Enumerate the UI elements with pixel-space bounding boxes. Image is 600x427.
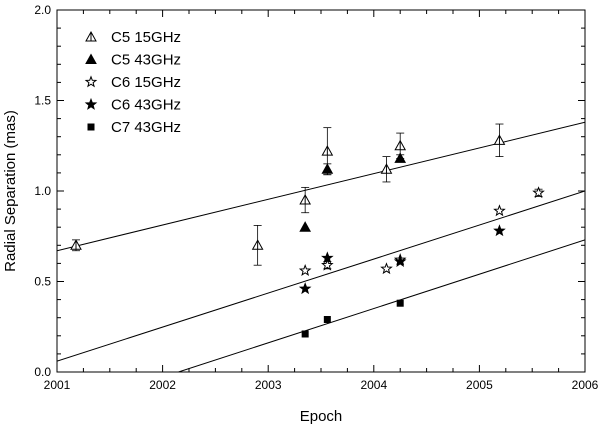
point-c5-15ghz [251,239,264,250]
point-c5-15ghz [299,194,312,205]
point-c5-43ghz [299,221,312,232]
legend-label: C7 43GHz [111,119,181,136]
point-c5-15ghz [380,163,393,174]
legend-item-c5-43ghz: C5 43GHz [85,52,181,69]
legend-item-c5-15ghz: C5 15GHz [85,29,181,46]
x-axis-ticks: 2001 2002 2003 2004 2005 2006 [44,10,599,392]
legend-label: C6 43GHz [111,97,181,114]
point-c7-43ghz [396,299,404,307]
legend-marker-c5-43ghz [85,53,97,64]
y-tick-label: 0.5 [34,275,51,289]
point-c5-15ghz [394,139,407,151]
point-c5-43ghz-shape [299,221,312,232]
x-tick-label: 2005 [466,378,493,392]
legend-label: C5 15GHz [111,29,181,46]
x-tick-label: 2001 [44,378,71,392]
point-c5-15ghz [493,134,506,145]
point-c5-43ghz-shape [321,163,334,174]
point-c5-43ghz-shape [394,152,407,163]
point-c6-15ghz [380,262,393,275]
legend-item-c6-43ghz: C6 43GHz [84,97,181,114]
point-c6-43ghz [493,224,506,237]
y-tick-label: 1.0 [34,184,51,198]
point-c6-43ghz [393,254,407,267]
data-points-group [70,123,545,338]
point-c5-43ghz [321,163,334,174]
x-axis-title: Epoch [300,408,343,425]
point-c5-15ghz [321,145,334,156]
y-axis-ticks: 0.0 0.5 1.0 1.5 2.0 [34,3,585,379]
point-c6-15ghz [532,186,545,199]
legend: C5 15GHz C5 43GHz C6 15GHz C6 43GHz C7 43GHz [84,29,181,136]
point-c7-43ghz [323,316,331,324]
point-c6-43ghz [298,282,312,295]
point-c6-15ghz [321,258,334,271]
legend-marker-c6-15ghz [84,75,98,88]
fit-line [57,121,585,252]
x-tick-label: 2006 [572,378,599,392]
point-c7-43ghz [301,330,309,338]
legend-item-c7-43ghz: C7 43GHz [87,119,181,136]
legend-marker-c6-43ghz [84,97,98,110]
legend-marker-c5-15ghz [85,30,97,42]
legend-item-c6-15ghz: C6 15GHz [84,74,181,91]
point-c5-43ghz [394,152,407,163]
legend-label: C5 43GHz [111,52,181,69]
fit-line [178,239,585,372]
point-c6-15ghz [298,264,312,276]
point-c5-15ghz [70,239,82,250]
y-axis-title: Radial Separation (mas) [2,110,19,272]
y-tick-label: 0.0 [34,365,51,379]
legend-marker-c5-43ghz-shape [85,53,97,64]
point-c6-15ghz [493,204,506,217]
legend-label: C6 15GHz [111,74,181,91]
legend-marker-c7-43ghz [87,123,95,131]
fit-lines-group [57,121,585,372]
y-tick-label: 2.0 [34,3,51,17]
fit-line [57,190,585,362]
x-tick-label: 2002 [149,378,176,392]
point-c6-43ghz [321,251,334,264]
x-tick-label: 2003 [255,378,282,392]
x-tick-label: 2004 [360,378,387,392]
y-tick-label: 1.5 [34,94,51,108]
